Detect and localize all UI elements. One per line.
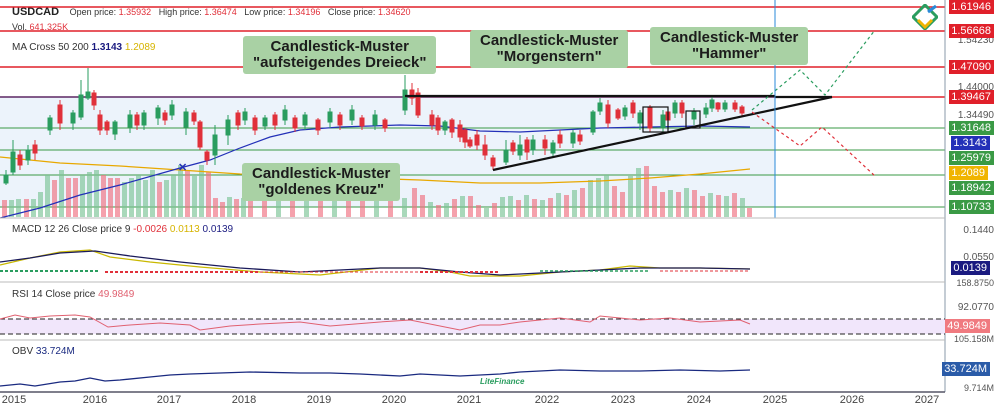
level-tag-3: 1.47090: [949, 60, 994, 74]
open-value: 1.35932: [118, 7, 152, 17]
level-tag-5: 1.31648: [949, 121, 994, 135]
level-tag-6: 1.25979: [949, 151, 994, 165]
callout-golden-cross: Candlestick-Muster "goldenes Kreuz": [242, 163, 401, 201]
year-label: 2017: [156, 394, 182, 406]
level-tag-2: 1.56668: [949, 24, 994, 38]
callout-pattern: "Morgenstern": [496, 48, 602, 65]
callout-pattern: "Hammer": [692, 45, 767, 62]
golden-cross-marker: ✕: [178, 162, 187, 174]
ma-cross-label: MA Cross 50 200 1.3143 1.2089: [12, 42, 155, 53]
callout-pattern: "aufsteigendes Dreieck": [253, 54, 427, 71]
year-label: 2018: [231, 394, 257, 406]
callout-morning-star: Candlestick-Muster "Morgenstern": [470, 30, 629, 68]
callout-ascending-triangle: Candlestick-Muster "aufsteigendes Dreiec…: [243, 36, 437, 74]
rsi-panel: [0, 314, 945, 335]
year-label: 2019: [306, 394, 332, 406]
year-label: 2025: [762, 394, 788, 406]
low-value: 1.34196: [287, 7, 321, 17]
macd-signal-value: 0.0113: [169, 224, 200, 235]
bearish-forecast-arrows: [751, 111, 876, 177]
high-label: High price:: [158, 7, 202, 17]
year-label: 2023: [610, 394, 636, 406]
rsi-value: 49.9849: [98, 289, 135, 300]
macd-legend: MACD 12 26 Close price 9 -0.0026 0.0113 …: [12, 224, 233, 235]
year-label: 2024: [686, 394, 712, 406]
vol-label: Vol.: [12, 22, 28, 32]
macd-value: 0.0139: [202, 224, 234, 235]
high-value: 1.36474: [204, 7, 237, 17]
hammer-box: [685, 110, 701, 129]
rsi-label: RSI 14 Close price: [12, 289, 96, 300]
year-label: 2021: [456, 394, 482, 406]
obv-label: OBV: [12, 346, 34, 357]
open-label: Open price:: [69, 7, 117, 17]
year-label: 2015: [1, 394, 27, 406]
close-label: Close price:: [327, 7, 376, 17]
rsi-legend: RSI 14 Close price 49.9849: [12, 289, 134, 300]
ma50-value: 1.3143: [91, 42, 123, 53]
year-label: 2026: [839, 394, 865, 406]
ma200-value: 1.2089: [124, 42, 156, 53]
level-tag-8: 1.10733: [949, 200, 994, 214]
rsi-tag: 49.9849: [945, 319, 990, 333]
watermark-logo: LiteFinance: [480, 377, 525, 386]
callout-title: Candlestick-Muster: [480, 32, 619, 49]
year-label: 2016: [82, 394, 108, 406]
ma-label-text: MA Cross 50 200: [12, 42, 89, 53]
price-axis-label: 1.54230: [957, 35, 994, 46]
level-tag-1: 1.61946: [949, 0, 994, 14]
macd-tag: 0.0139: [951, 261, 990, 275]
callout-pattern: "goldenes Kreuz": [258, 181, 385, 198]
callout-hammer: Candlestick-Muster "Hammer": [650, 27, 809, 65]
low-label: Low price:: [244, 7, 286, 17]
rsi-axis-label: 158.8750: [956, 278, 994, 288]
macd-label: MACD 12 26 Close price 9: [12, 224, 131, 235]
obv-legend: OBV 33.724M: [12, 346, 75, 357]
candlesticks: [3, 68, 745, 185]
obv-axis-label: 105.158M: [953, 334, 994, 344]
macd-panel: [0, 249, 751, 277]
ma200-tag: 1.2089: [949, 166, 988, 180]
obv-axis-label: 9.714M: [963, 383, 994, 393]
callout-title: Candlestick-Muster: [660, 29, 799, 46]
callout-title: Candlestick-Muster: [270, 38, 409, 55]
obv-value: 33.724M: [35, 346, 75, 357]
volume-bars: [2, 165, 752, 217]
ma50-tag: 1.3143: [951, 136, 990, 150]
obv-tag: 33.724M: [942, 362, 990, 376]
price-axis-label: 1.44000: [957, 82, 994, 93]
year-label: 2022: [534, 394, 560, 406]
rsi-axis-label: 92.0770: [957, 302, 994, 313]
year-label: 2027: [914, 394, 940, 406]
macd-axis-label: 0.1440: [963, 225, 994, 236]
macd-axis-label: 0.0550: [963, 252, 994, 263]
level-tag-7: 1.18942: [949, 181, 994, 195]
litefinance-logo-icon: [910, 2, 940, 32]
morning-star-box: [642, 106, 669, 133]
vol-value: 641.325K: [29, 22, 69, 32]
bullish-forecast-arrows: [751, 29, 876, 111]
symbol-label: USDCAD: [12, 6, 60, 18]
level-tag-4: 1.39467: [949, 90, 994, 104]
macd-hist-value: -0.0026: [133, 224, 168, 235]
year-label: 2020: [381, 394, 407, 406]
callout-title: Candlestick-Muster: [252, 165, 391, 182]
volume-header: Vol. 641.325K: [12, 22, 68, 32]
close-value: 1.34620: [377, 7, 411, 17]
ohlc-header: USDCAD Open price: 1.35932 High price: 1…: [12, 6, 411, 18]
price-axis-label: 1.34490: [957, 110, 994, 121]
obv-panel: [0, 369, 751, 387]
